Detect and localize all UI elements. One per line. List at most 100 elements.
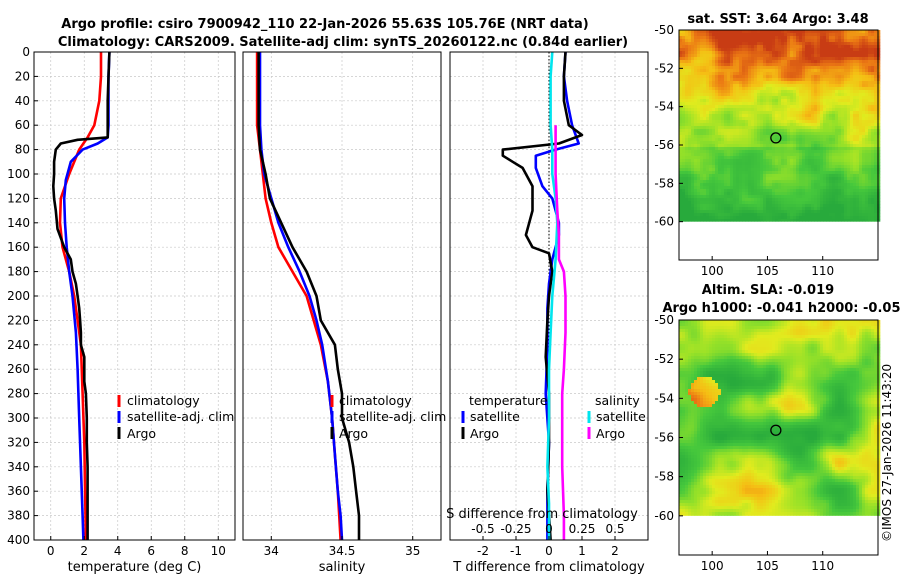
map-cell bbox=[826, 54, 830, 58]
map-cell bbox=[688, 117, 692, 121]
map-cell bbox=[682, 75, 686, 79]
map-cell bbox=[817, 120, 821, 124]
map-cell bbox=[772, 180, 776, 184]
map-cell bbox=[682, 168, 686, 172]
map-cell bbox=[820, 150, 824, 154]
map-cell bbox=[760, 138, 764, 142]
map-cell bbox=[700, 33, 704, 37]
map-cell bbox=[835, 216, 839, 220]
map-cell bbox=[679, 108, 683, 112]
map-cell bbox=[772, 36, 776, 40]
map-cell bbox=[775, 69, 779, 73]
map-cell bbox=[868, 129, 872, 133]
map-cell bbox=[823, 177, 827, 181]
map-cell bbox=[781, 153, 785, 157]
map-cell bbox=[835, 338, 839, 342]
map-cell bbox=[697, 159, 701, 163]
map-cell bbox=[790, 207, 794, 211]
map-cell bbox=[769, 126, 773, 130]
map-cell bbox=[721, 341, 725, 345]
map-cell bbox=[757, 144, 761, 148]
map-cell bbox=[730, 102, 734, 106]
map-cell bbox=[820, 171, 824, 175]
map-cell bbox=[820, 75, 824, 79]
map-cell bbox=[796, 159, 800, 163]
map-cell bbox=[736, 108, 740, 112]
map-cell bbox=[727, 123, 731, 127]
map-cell bbox=[769, 90, 773, 94]
map-cell bbox=[865, 213, 869, 217]
map-cell bbox=[763, 150, 767, 154]
map-cell bbox=[718, 207, 722, 211]
map-cell bbox=[757, 87, 761, 91]
map-cell bbox=[718, 150, 722, 154]
map-cell bbox=[817, 335, 821, 339]
map-cell bbox=[712, 195, 716, 199]
map-cell bbox=[754, 320, 758, 324]
map-cell bbox=[718, 78, 722, 82]
map-cell bbox=[739, 213, 743, 217]
map-cell bbox=[850, 159, 854, 163]
map-cell bbox=[754, 42, 758, 46]
map-cell bbox=[799, 60, 803, 64]
map-cell bbox=[712, 72, 716, 76]
map-cell bbox=[685, 75, 689, 79]
map-cell bbox=[850, 216, 854, 220]
s-diff-tick-label: 0.25 bbox=[569, 522, 596, 536]
map-cell bbox=[715, 99, 719, 103]
map-cell bbox=[709, 126, 713, 130]
map-cell bbox=[721, 123, 725, 127]
map-cell bbox=[871, 42, 875, 46]
map-cell bbox=[856, 213, 860, 217]
map-cell bbox=[682, 332, 686, 336]
map-cell bbox=[715, 213, 719, 217]
map-cell bbox=[727, 69, 731, 73]
map-cell bbox=[739, 335, 743, 339]
map-cell bbox=[796, 63, 800, 67]
map-cell bbox=[835, 87, 839, 91]
map-cell bbox=[733, 45, 737, 49]
map-cell bbox=[850, 33, 854, 37]
map-cell bbox=[796, 87, 800, 91]
map-cell bbox=[712, 45, 716, 49]
map-cell bbox=[688, 204, 692, 208]
map-cell bbox=[694, 108, 698, 112]
map-cell bbox=[781, 117, 785, 121]
map-cell bbox=[760, 75, 764, 79]
map-cell bbox=[790, 45, 794, 49]
map-cell bbox=[868, 45, 872, 49]
map-cell bbox=[814, 162, 818, 166]
map-cell bbox=[718, 33, 722, 37]
map-cell bbox=[760, 189, 764, 193]
map-cell bbox=[847, 338, 851, 342]
map-cell bbox=[784, 141, 788, 145]
map-cell bbox=[712, 204, 716, 208]
map-cell bbox=[850, 54, 854, 58]
map-cell bbox=[871, 78, 875, 82]
map-cell bbox=[820, 120, 824, 124]
map-cell bbox=[793, 90, 797, 94]
map-cell bbox=[784, 135, 788, 139]
map-cell bbox=[682, 135, 686, 139]
map-cell bbox=[736, 72, 740, 76]
map-cell bbox=[721, 183, 725, 187]
map-cell bbox=[850, 69, 854, 73]
map-cell bbox=[877, 153, 881, 157]
map-cell bbox=[853, 150, 857, 154]
map-cell bbox=[835, 153, 839, 157]
map-cell bbox=[862, 129, 866, 133]
map-cell bbox=[694, 99, 698, 103]
map-cell bbox=[796, 189, 800, 193]
map-cell bbox=[766, 102, 770, 106]
map-cell bbox=[685, 338, 689, 342]
map-cell bbox=[694, 183, 698, 187]
map-cell bbox=[697, 147, 701, 151]
map-cell bbox=[748, 219, 752, 222]
map-cell bbox=[763, 168, 767, 172]
map-cell bbox=[778, 42, 782, 46]
map-cell bbox=[739, 102, 743, 106]
map-cell bbox=[856, 144, 860, 148]
map-cell bbox=[832, 120, 836, 124]
map-cell bbox=[862, 81, 866, 85]
map-cell bbox=[709, 99, 713, 103]
